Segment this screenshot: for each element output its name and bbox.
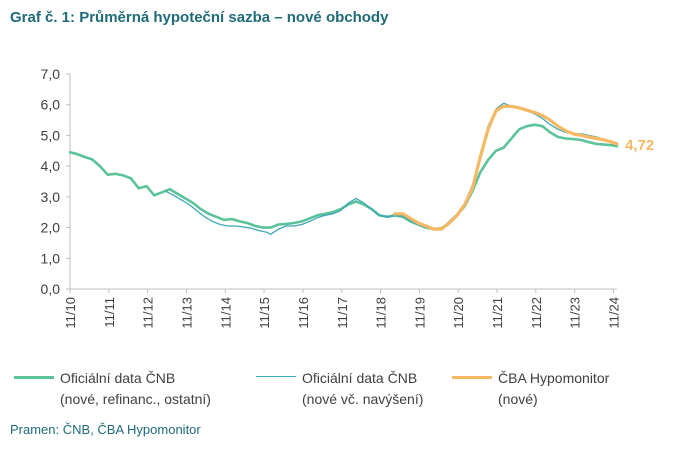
x-tick-label: 11/12: [141, 297, 156, 329]
series-line: [393, 104, 619, 231]
x-tick-label: 11/17: [335, 297, 350, 329]
legend-swatch: [14, 376, 54, 379]
y-tick-label: 0,0: [41, 281, 61, 297]
legend-sublabel: (nové): [498, 391, 538, 407]
legend-label: Oficiální data ČNB: [302, 370, 418, 386]
legend-sublabel: (nové, refinanc., ostatní): [60, 391, 211, 407]
line-chart: 0,0 1,0 2,0 3,0 4,0 5,0 6,0 7,0 11/10 11/11 11/12 1…: [41, 66, 655, 329]
x-tick-label: 11/16: [296, 297, 311, 329]
y-tick-label: 5,0: [41, 127, 61, 143]
legend-label: Oficiální data ČNB: [60, 370, 176, 386]
x-tick-label: 11/10: [63, 297, 78, 329]
x-tick-label: 11/20: [451, 297, 466, 329]
source-note: Pramen: ČNB, ČBA Hypomonitor: [10, 422, 201, 437]
legend-swatch: [452, 376, 492, 380]
legend-sublabel: (nové vč. navýšení): [302, 391, 424, 407]
x-tick-label: 11/24: [607, 297, 622, 329]
chart-title: Graf č. 1: Průměrná hypoteční sazba – no…: [10, 9, 389, 26]
legend-swatch: [256, 376, 296, 378]
x-tick-label: 11/15: [257, 297, 272, 329]
x-tick-label: 11/19: [412, 297, 427, 329]
y-tick-label: 3,0: [41, 189, 61, 205]
series-line: [68, 123, 619, 231]
x-tick-label: 11/22: [529, 297, 544, 329]
y-tick-label: 7,0: [41, 66, 61, 82]
x-tick-label: 11/14: [218, 297, 233, 329]
y-tick-label: 1,0: [41, 250, 61, 266]
x-tick-label: 11/11: [102, 297, 117, 328]
x-tick-label: 11/18: [374, 297, 389, 329]
y-tick-label: 2,0: [41, 220, 61, 236]
legend-label: ČBA Hypomonitor: [498, 370, 610, 386]
end-value-label: 4,72: [625, 137, 654, 154]
x-tick-label: 11/21: [490, 297, 505, 329]
y-tick-label: 6,0: [41, 97, 61, 113]
series-line: [165, 102, 618, 235]
x-tick-label: 11/13: [179, 297, 194, 329]
y-tick-label: 4,0: [41, 158, 61, 174]
x-tick-label: 11/23: [568, 297, 583, 329]
